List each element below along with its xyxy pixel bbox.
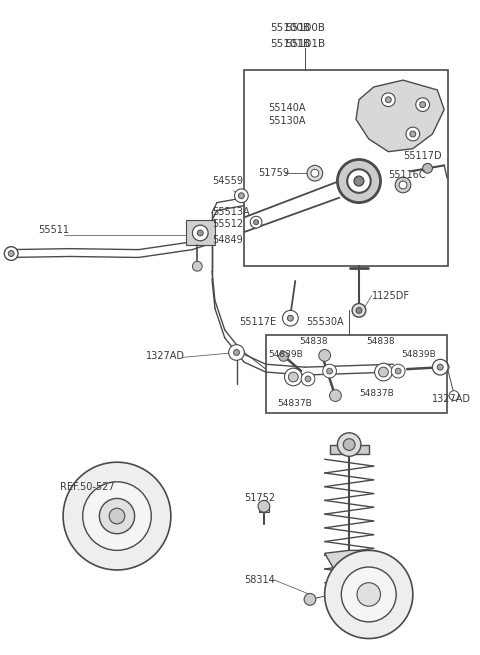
Circle shape <box>422 163 432 173</box>
Circle shape <box>406 127 420 141</box>
Text: 54839B: 54839B <box>268 350 302 359</box>
Circle shape <box>410 131 416 137</box>
Text: 54837B: 54837B <box>277 399 312 408</box>
Circle shape <box>337 160 381 202</box>
Circle shape <box>416 98 430 111</box>
Circle shape <box>395 368 401 374</box>
Circle shape <box>343 439 355 451</box>
Text: 55101B: 55101B <box>270 39 311 49</box>
Text: 54559: 54559 <box>212 176 243 186</box>
Text: REF.50-527: REF.50-527 <box>60 481 115 492</box>
Circle shape <box>420 102 426 107</box>
Circle shape <box>432 360 448 375</box>
Text: 1125DF: 1125DF <box>372 291 410 301</box>
Circle shape <box>323 364 336 378</box>
Circle shape <box>357 583 381 607</box>
Bar <box>244 70 448 267</box>
Text: 54838: 54838 <box>299 337 328 346</box>
Circle shape <box>8 251 14 257</box>
Circle shape <box>374 364 392 381</box>
Text: 55101B: 55101B <box>285 39 325 49</box>
Circle shape <box>4 247 18 261</box>
Circle shape <box>356 307 362 313</box>
Text: 1327AD: 1327AD <box>432 394 471 403</box>
Circle shape <box>258 500 270 512</box>
Circle shape <box>311 169 319 177</box>
Text: 51759: 51759 <box>258 168 289 178</box>
Text: 54839B: 54839B <box>401 350 436 359</box>
Circle shape <box>301 372 315 386</box>
Text: 58314: 58314 <box>244 574 275 585</box>
Text: 55513A: 55513A <box>212 208 250 217</box>
Circle shape <box>83 482 151 550</box>
Circle shape <box>437 364 443 370</box>
Circle shape <box>288 372 298 382</box>
Circle shape <box>192 225 208 241</box>
Text: 55117D: 55117D <box>403 151 442 160</box>
Circle shape <box>228 345 244 360</box>
Polygon shape <box>324 550 379 619</box>
Text: 55130A: 55130A <box>268 117 305 126</box>
Circle shape <box>341 567 396 622</box>
Text: 1327AD: 1327AD <box>146 351 185 362</box>
Circle shape <box>382 93 395 107</box>
Circle shape <box>391 364 405 378</box>
Circle shape <box>399 181 407 189</box>
Circle shape <box>278 352 288 362</box>
Circle shape <box>395 177 411 193</box>
Circle shape <box>285 368 302 386</box>
Circle shape <box>449 390 459 400</box>
Text: 55530A: 55530A <box>306 317 344 327</box>
Circle shape <box>337 433 361 457</box>
Circle shape <box>99 498 134 534</box>
Text: 54838: 54838 <box>366 337 395 346</box>
Circle shape <box>239 193 244 198</box>
Circle shape <box>234 350 240 356</box>
Circle shape <box>304 593 316 605</box>
Circle shape <box>352 303 366 317</box>
Text: 54837B: 54837B <box>359 389 394 398</box>
Text: 55512: 55512 <box>212 219 243 229</box>
Circle shape <box>63 462 171 570</box>
Circle shape <box>324 550 413 639</box>
Polygon shape <box>356 80 444 152</box>
Circle shape <box>283 310 298 326</box>
Circle shape <box>379 367 388 377</box>
Bar <box>186 220 215 245</box>
Bar <box>330 445 369 455</box>
Circle shape <box>109 508 125 524</box>
Circle shape <box>197 230 203 236</box>
Circle shape <box>326 368 333 374</box>
Text: 55100B: 55100B <box>270 23 311 33</box>
Bar <box>266 335 447 413</box>
Circle shape <box>250 216 262 228</box>
Circle shape <box>385 97 391 103</box>
Circle shape <box>305 376 311 382</box>
Circle shape <box>319 350 331 362</box>
Circle shape <box>235 189 248 202</box>
Text: 54849: 54849 <box>212 235 243 245</box>
Circle shape <box>192 261 202 271</box>
Circle shape <box>253 219 259 225</box>
Text: 55100B: 55100B <box>285 23 325 33</box>
Text: 55117E: 55117E <box>240 317 276 327</box>
Circle shape <box>330 390 341 402</box>
Bar <box>335 575 369 605</box>
Circle shape <box>347 169 371 193</box>
Text: 55140A: 55140A <box>268 103 305 113</box>
Bar <box>259 506 269 512</box>
Text: 55511: 55511 <box>38 225 70 235</box>
Circle shape <box>307 165 323 181</box>
Text: 55116C: 55116C <box>388 170 426 180</box>
Circle shape <box>354 176 364 186</box>
Circle shape <box>288 315 293 321</box>
Text: 51752: 51752 <box>244 493 276 504</box>
Circle shape <box>439 362 449 372</box>
